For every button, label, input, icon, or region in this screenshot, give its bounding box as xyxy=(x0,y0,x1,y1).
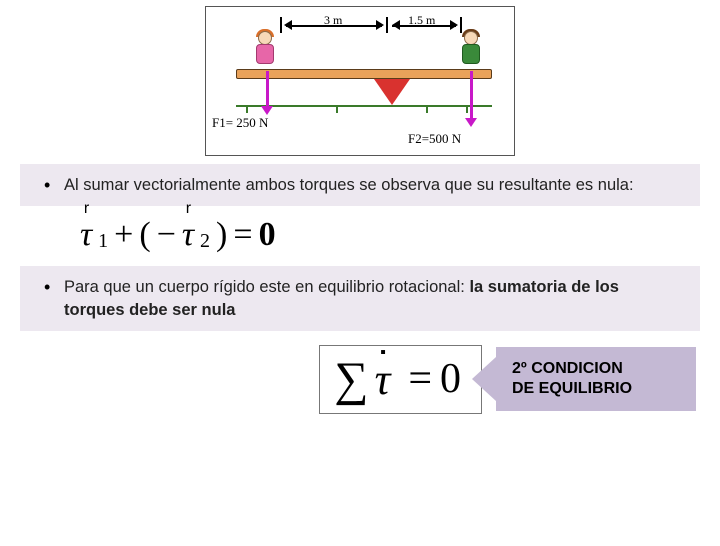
equation-2: ∑ ▪τ = 0 xyxy=(319,345,482,414)
force-arrow-f2 xyxy=(470,71,473,119)
bullet-1-text: Al sumar vectorialmente ambos torques se… xyxy=(64,176,634,194)
fulcrum xyxy=(374,79,410,105)
dim-right-label: 1.5 m xyxy=(408,13,435,28)
bullet-2: Para que un cuerpo rígido este en equili… xyxy=(20,266,700,331)
f1-label: F1= 250 N xyxy=(212,115,268,131)
seesaw-diagram: 3 m 1.5 m F1= 250 N F2=500 N xyxy=(205,6,515,156)
callout-line2: DE EQUILIBRIO xyxy=(512,379,680,399)
bullet-1: Al sumar vectorialmente ambos torques se… xyxy=(20,164,700,206)
f2-label: F2=500 N xyxy=(408,131,461,147)
callout-line1: 2º CONDICION xyxy=(512,359,680,379)
bullet-2-pre: Para que un cuerpo rígido este en equili… xyxy=(64,278,469,296)
child-left xyxy=(248,31,282,71)
ground xyxy=(236,105,492,107)
equation-2-row: ∑ ▪τ = 0 2º CONDICION DE EQUILIBRIO xyxy=(0,345,696,414)
condition-callout: 2º CONDICION DE EQUILIBRIO xyxy=(496,347,696,411)
sigma-symbol: ∑ xyxy=(334,352,368,407)
dim-left-label: 3 m xyxy=(324,13,342,28)
equation-1: rτ1 + (−rτ2) = 0 xyxy=(80,214,420,256)
child-right xyxy=(454,31,488,71)
force-arrow-f1 xyxy=(266,71,269,107)
